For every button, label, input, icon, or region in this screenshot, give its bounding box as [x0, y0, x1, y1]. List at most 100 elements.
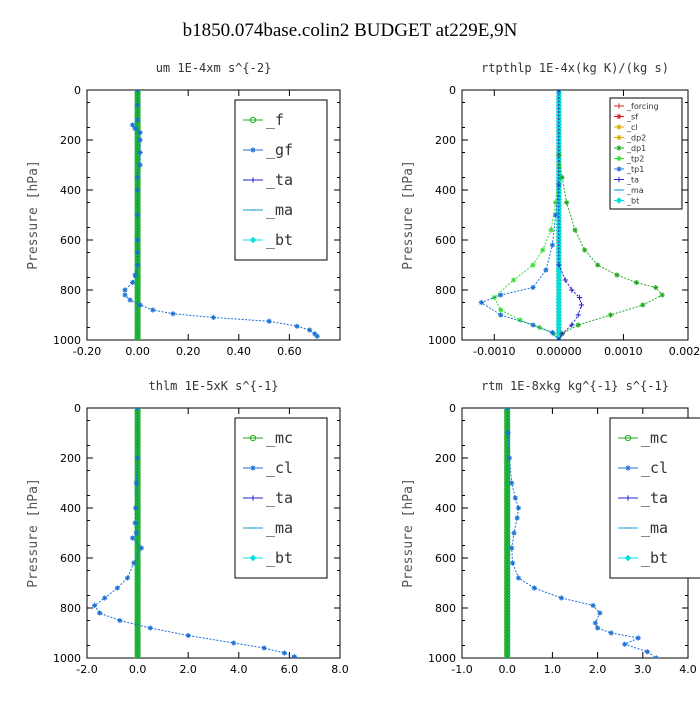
data-point [138, 545, 144, 551]
marker-shape [135, 102, 141, 108]
marker-shape [510, 560, 516, 566]
data-point [135, 90, 141, 93]
x-tick-label: 2.0 [589, 663, 607, 676]
marker-shape [616, 155, 622, 162]
data-point [504, 420, 511, 427]
marker-shape [505, 430, 511, 436]
marker-shape [504, 442, 511, 449]
data-point [512, 495, 518, 501]
legend-entry: _cl [243, 459, 293, 477]
plot-area [504, 408, 659, 658]
marker-shape [659, 292, 665, 298]
marker-shape [504, 498, 511, 505]
marker-shape [514, 515, 520, 521]
legend-entry: _bt [243, 231, 293, 249]
data-point [504, 526, 511, 533]
marker-shape [504, 408, 510, 411]
marker-shape [134, 642, 141, 649]
data-point [137, 129, 143, 136]
data-point [261, 645, 267, 651]
data-point [504, 508, 511, 515]
marker-shape [504, 598, 511, 605]
data-point [504, 645, 511, 652]
data-point [504, 626, 511, 633]
data-point [122, 287, 128, 293]
data-point [504, 567, 511, 574]
legend-entry: _bt [243, 549, 293, 567]
legend-swatch-marker [616, 134, 622, 141]
panel-title: rtm 1E-8xkg kg^{-1} s^{-1} [481, 379, 669, 393]
chart-panel-1: um 1E-4xm s^{-2} Pressure [hPa] 0 200 400 600… [26, 61, 341, 358]
legend-entry: _bt [618, 549, 668, 567]
x-tick-label: 4.0 [230, 663, 248, 676]
data-point [614, 272, 620, 278]
data-point [504, 573, 511, 580]
plot-area [91, 408, 298, 658]
data-point [291, 654, 298, 658]
data-point [134, 333, 141, 340]
data-point [504, 448, 511, 455]
marker-shape [504, 651, 511, 658]
marker-shape [134, 629, 141, 637]
marker-shape [134, 651, 141, 658]
marker-shape [134, 601, 141, 608]
marker-shape [504, 523, 511, 530]
data-point [137, 162, 143, 168]
marker-shape [531, 585, 537, 591]
marker-shape [504, 564, 511, 571]
data-point [504, 483, 511, 490]
data-point [134, 140, 141, 147]
data-point [595, 262, 601, 268]
data-point [504, 576, 511, 583]
x-tick-label: 0.40 [227, 345, 252, 358]
data-point [312, 331, 318, 337]
data-point [504, 529, 511, 537]
marker-shape [558, 595, 565, 601]
marker-shape [504, 492, 511, 499]
legend-entry: _mc [618, 429, 668, 447]
data-point [129, 122, 136, 128]
data-point [504, 442, 511, 449]
data-point [504, 423, 511, 430]
marker-shape [127, 297, 133, 303]
data-point [556, 262, 562, 268]
data-point [569, 287, 575, 293]
marker-shape [134, 533, 141, 540]
y-tick-label: 200 [435, 452, 456, 465]
marker-shape [137, 149, 143, 156]
legend-entry: _gf [243, 141, 293, 159]
legend: _f _gf _ta _ma _bt [234, 99, 328, 261]
data-point [134, 567, 141, 574]
x-tick-label: 2.0 [179, 663, 197, 676]
marker-shape [556, 90, 562, 93]
data-point [114, 585, 120, 591]
data-point [134, 626, 141, 633]
marker-shape [578, 302, 585, 308]
marker-shape [504, 476, 511, 483]
data-point [504, 439, 511, 446]
legend-box [609, 97, 683, 210]
data-point [504, 617, 511, 624]
marker-shape [478, 299, 484, 306]
y-axis-label: Pressure [hPa] [401, 478, 416, 588]
data-point [135, 174, 141, 181]
legend: _mc _cl _ta _ma _bt [609, 417, 700, 579]
marker-shape [134, 498, 141, 505]
legend-entry: _tp2 [614, 155, 644, 164]
data-point [504, 408, 510, 411]
data-point [558, 595, 565, 601]
marker-shape [124, 575, 131, 581]
data-point [569, 322, 575, 328]
data-point [134, 576, 141, 583]
marker-shape [134, 539, 141, 546]
x-tick-label: -1.0 [451, 663, 472, 676]
marker-shape [624, 434, 632, 442]
series-tp2 [491, 90, 562, 340]
marker-shape [250, 465, 256, 471]
data-point [134, 654, 141, 658]
series-line [558, 90, 582, 340]
marker-shape [504, 539, 511, 546]
data-point [498, 307, 504, 313]
legend-entry: _cl [614, 123, 638, 132]
data-point [134, 542, 141, 549]
